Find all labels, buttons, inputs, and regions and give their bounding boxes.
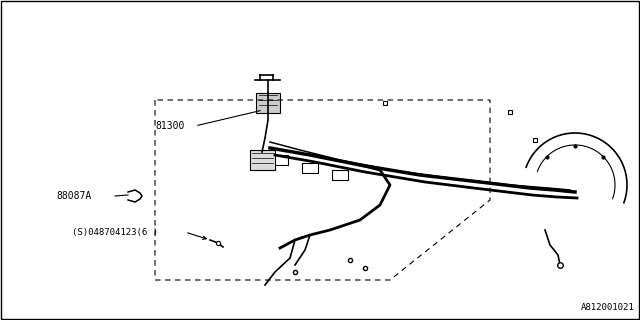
Bar — [272, 155, 288, 165]
Bar — [302, 163, 318, 173]
Text: 81300: 81300 — [155, 121, 184, 131]
Text: (S)048704123(6 ): (S)048704123(6 ) — [72, 228, 158, 236]
Bar — [250, 150, 275, 170]
Bar — [256, 93, 280, 113]
Text: A812001021: A812001021 — [581, 303, 635, 312]
Text: 88087A: 88087A — [56, 191, 92, 201]
Bar — [332, 170, 348, 180]
